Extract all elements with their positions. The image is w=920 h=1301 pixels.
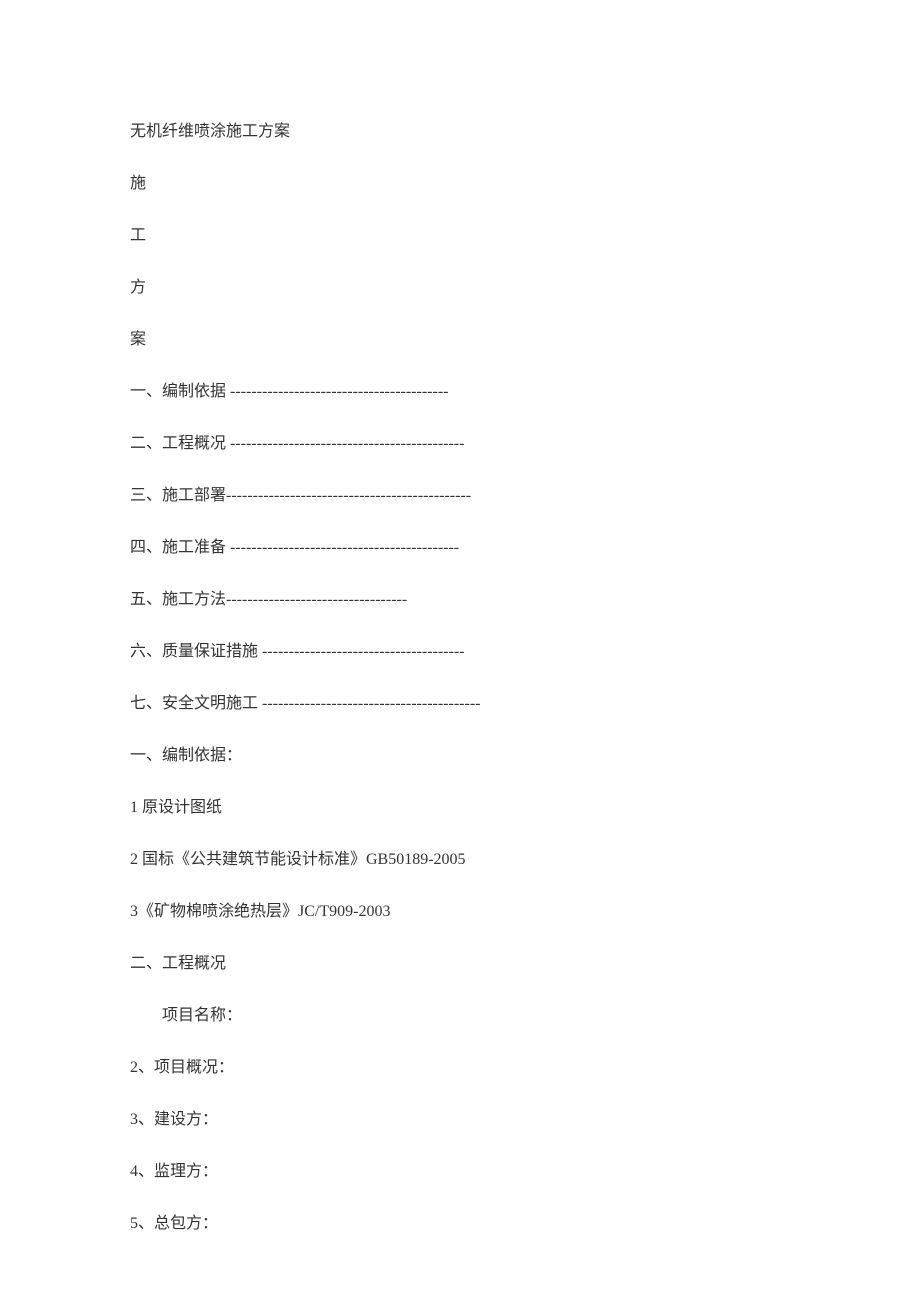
toc-item: 二、工程概况 ---------------------------------… — [130, 432, 790, 456]
section-item: 1 原设计图纸 — [130, 796, 790, 820]
toc-label: 二、工程概况 — [130, 435, 226, 452]
toc-dashes: ----------------------------------------… — [226, 435, 464, 452]
section-item: 3、建设方： — [130, 1108, 790, 1132]
section-item: 5、总包方： — [130, 1212, 790, 1236]
toc-dashes: ---------------------------------- — [226, 591, 407, 608]
toc-label: 四、施工准备 — [130, 539, 226, 556]
toc-dashes: ----------------------------------------… — [226, 539, 459, 556]
section-item: 3《矿物棉喷涂绝热层》JC/T909-2003 — [130, 900, 790, 924]
section-item: 2、项目概况： — [130, 1056, 790, 1080]
section-item: 2 国标《公共建筑节能设计标准》GB50189-2005 — [130, 848, 790, 872]
toc-dashes: ----------------------------------------… — [226, 487, 471, 504]
toc-item: 四、施工准备 ---------------------------------… — [130, 536, 790, 560]
toc-label: 三、施工部署 — [130, 487, 226, 504]
toc-label: 一、编制依据 — [130, 383, 226, 400]
toc-item: 五、施工方法---------------------------------- — [130, 588, 790, 612]
vertical-title-char: 方 — [130, 276, 790, 300]
toc-item: 七、安全文明施工 -------------------------------… — [130, 692, 790, 716]
vertical-title-char: 案 — [130, 328, 790, 352]
section-heading: 一、编制依据： — [130, 744, 790, 768]
toc-label: 七、安全文明施工 — [130, 695, 258, 712]
section-item: 4、监理方： — [130, 1160, 790, 1184]
toc-item: 一、编制依据 ---------------------------------… — [130, 380, 790, 404]
vertical-title-char: 工 — [130, 224, 790, 248]
toc-dashes: ----------------------------------------… — [258, 695, 480, 712]
section-heading: 二、工程概况 — [130, 952, 790, 976]
toc-label: 六、质量保证措施 — [130, 643, 258, 660]
toc-dashes: ----------------------------------------… — [226, 383, 448, 400]
vertical-title-char: 施 — [130, 172, 790, 196]
toc-item: 三、施工部署----------------------------------… — [130, 484, 790, 508]
toc-label: 五、施工方法 — [130, 591, 226, 608]
section-item: 项目名称： — [130, 1004, 790, 1028]
toc-dashes: -------------------------------------- — [258, 643, 464, 660]
toc-item: 六、质量保证措施 -------------------------------… — [130, 640, 790, 664]
document-title: 无机纤维喷涂施工方案 — [130, 120, 790, 144]
